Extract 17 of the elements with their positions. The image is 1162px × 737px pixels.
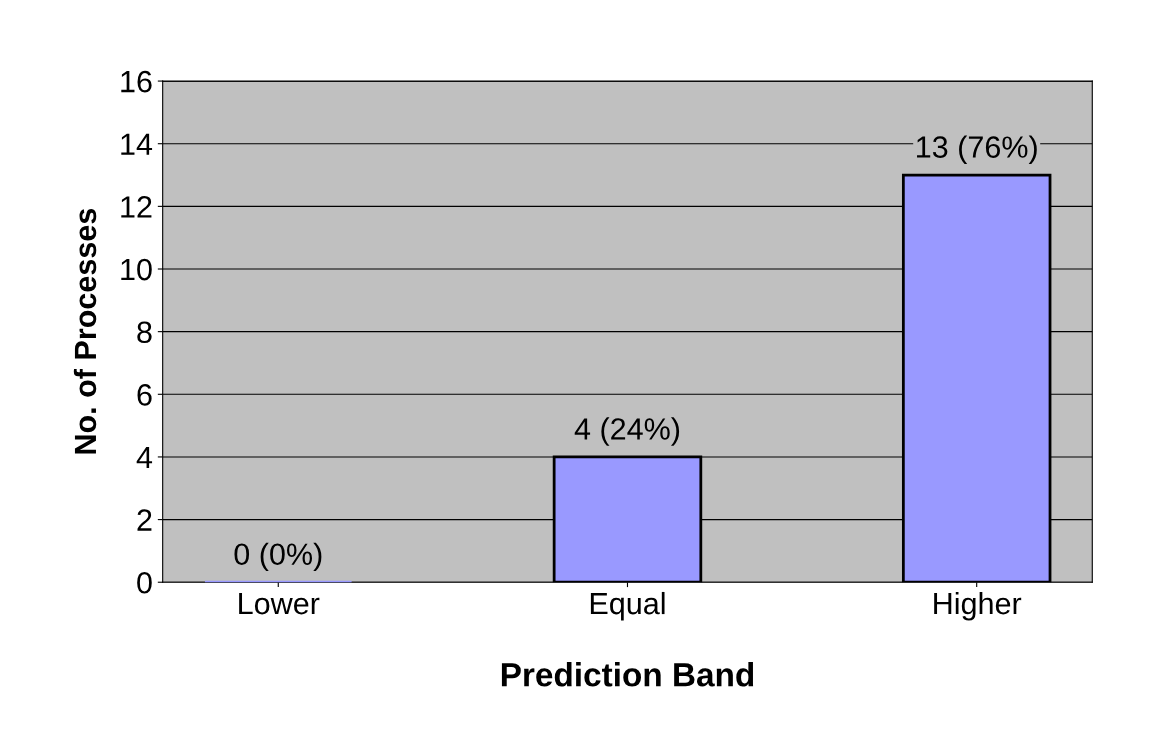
y-tick-label: 2 [137, 509, 152, 531]
x-tick-label: Equal [590, 591, 665, 621]
y-tick-label: 16 [121, 70, 152, 93]
y-tick-label: 8 [137, 321, 152, 344]
x-axis-title: Prediction Band [501, 662, 754, 687]
data-label: 0 (0%) [234, 542, 322, 572]
x-tick-label: Higher [934, 591, 1022, 621]
y-tick-label: 14 [121, 133, 153, 155]
y-tick-label: 4 [136, 446, 153, 469]
x-tick-label: Lower [239, 593, 320, 615]
y-tick-label: 12 [121, 196, 152, 218]
data-label: 13 (76%) [917, 135, 1037, 164]
data-label: 4 (24%) [574, 417, 680, 446]
y-tick-label: 10 [121, 258, 152, 281]
y-tick-label: 6 [137, 384, 152, 406]
y-tick-label: 0 [137, 571, 152, 594]
y-axis-title: No. of Processes [73, 208, 97, 454]
